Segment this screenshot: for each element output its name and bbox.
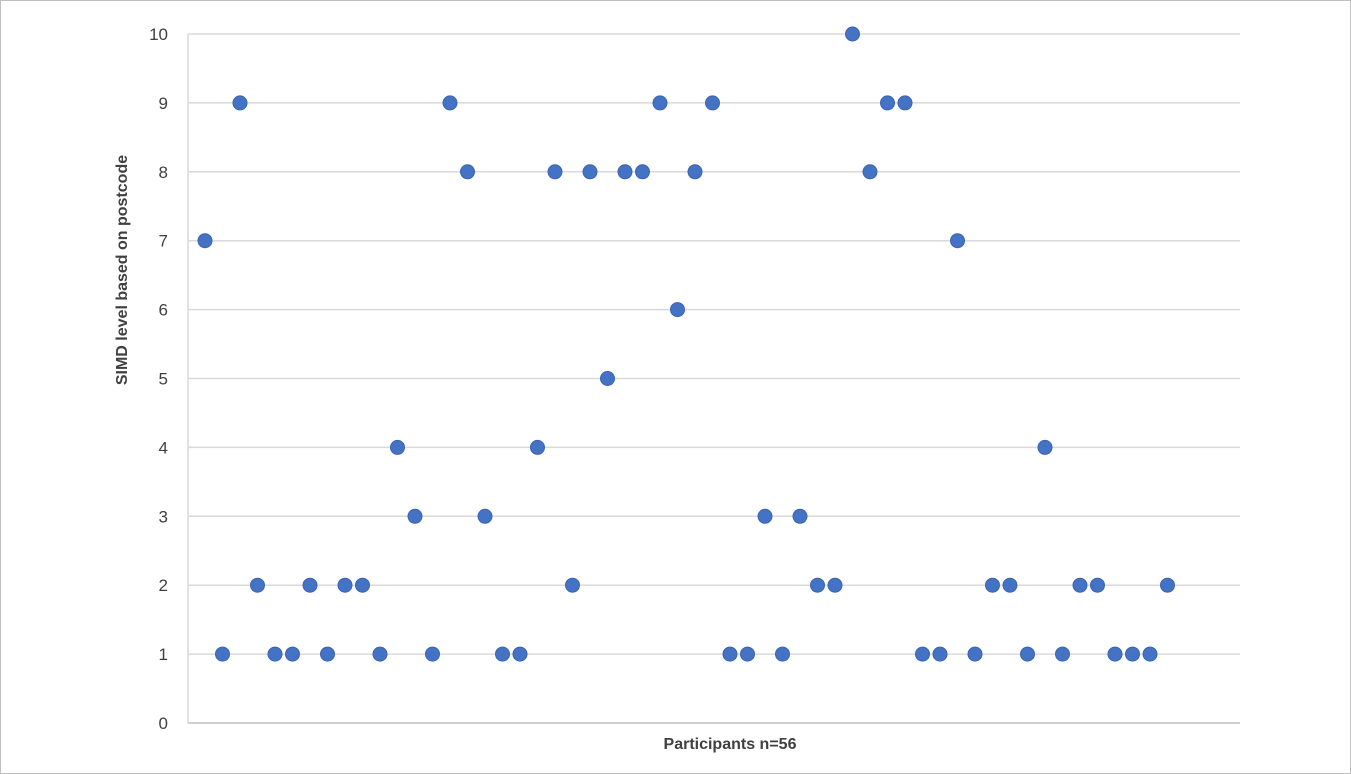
data-point (1142, 646, 1158, 662)
data-point (477, 508, 493, 524)
data-point (197, 233, 213, 249)
y-tick-label: 5 (159, 370, 168, 389)
y-tick-label: 0 (159, 714, 168, 733)
data-point (862, 164, 878, 180)
data-point (1125, 646, 1140, 662)
y-axis-title: SIMD level based on postcode (114, 155, 131, 385)
data-point (915, 646, 930, 662)
data-point (1107, 646, 1123, 662)
data-point (250, 577, 265, 593)
data-point (985, 577, 1000, 593)
y-tick-label: 9 (159, 94, 168, 113)
data-point (565, 577, 580, 593)
data-point (722, 646, 738, 662)
data-point (267, 646, 283, 662)
data-point (967, 646, 983, 662)
data-point (1002, 577, 1018, 593)
data-point (372, 646, 388, 662)
data-point (1020, 646, 1035, 662)
data-point (617, 164, 633, 180)
data-point (705, 95, 720, 111)
y-tick-labels: 0 1 2 3 4 5 6 7 8 9 10 (149, 25, 168, 733)
data-point (635, 164, 650, 180)
data-point (215, 646, 230, 662)
data-points (197, 26, 1175, 662)
data-point (390, 439, 405, 455)
data-point (845, 26, 860, 42)
data-point (460, 164, 475, 180)
data-point (512, 646, 528, 662)
y-tick-label: 3 (159, 507, 168, 526)
data-point (302, 577, 318, 593)
data-point (1037, 439, 1053, 455)
data-point (950, 233, 965, 249)
data-point (757, 508, 773, 524)
y-tick-label: 4 (159, 438, 168, 457)
y-tick-label: 10 (149, 25, 168, 44)
data-point (547, 164, 563, 180)
data-point (1072, 577, 1088, 593)
data-point (232, 95, 248, 111)
data-point (775, 646, 790, 662)
y-tick-label: 2 (159, 576, 168, 595)
y-tick-label: 6 (159, 301, 168, 320)
data-point (1055, 646, 1070, 662)
data-point (442, 95, 458, 111)
data-point (827, 577, 843, 593)
y-tick-label: 8 (159, 163, 168, 182)
data-point (810, 577, 825, 593)
data-point (897, 95, 913, 111)
data-point (285, 646, 300, 662)
data-point (1160, 577, 1175, 593)
data-point (1090, 577, 1105, 593)
data-point (320, 646, 335, 662)
data-point (495, 646, 510, 662)
x-axis-title: Participants n=56 (664, 736, 797, 753)
data-point (425, 646, 440, 662)
data-point (932, 646, 948, 662)
data-point (582, 164, 598, 180)
data-point (670, 302, 685, 318)
data-point (337, 577, 353, 593)
y-tick-label: 7 (159, 232, 168, 251)
data-point (407, 508, 423, 524)
data-point (880, 95, 895, 111)
data-point (652, 95, 668, 111)
data-point (600, 371, 615, 386)
data-point (792, 508, 808, 524)
data-point (530, 439, 545, 455)
y-tick-label: 1 (159, 645, 168, 664)
gridlines (187, 33, 1240, 724)
data-point (355, 577, 370, 593)
data-point (687, 164, 703, 180)
data-point (740, 646, 755, 662)
